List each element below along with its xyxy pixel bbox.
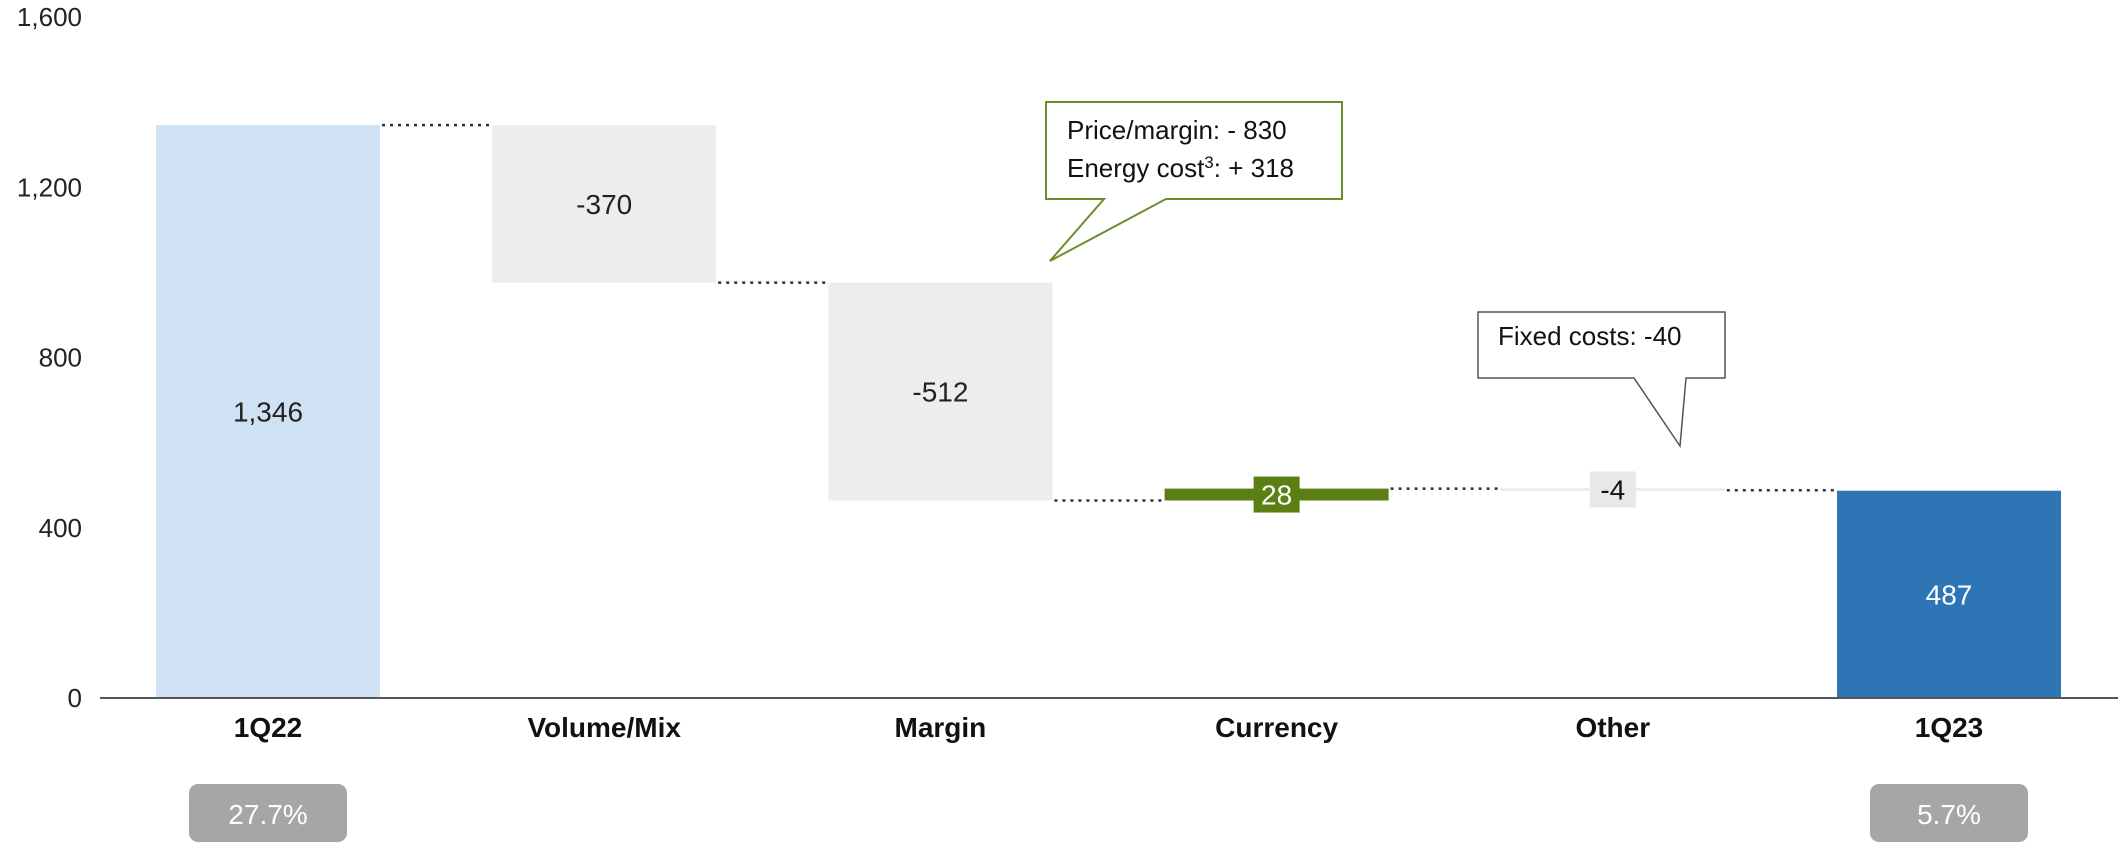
badge-1q22 xyxy=(189,784,347,842)
callout-fixed-costs-text: Fixed costs: -40 xyxy=(1498,321,1682,351)
value-label-1q23: 487 xyxy=(1926,579,1973,610)
badge-text-1q23: 5.7% xyxy=(1917,799,1981,830)
y-tick-label: 1,600 xyxy=(17,2,82,32)
y-tick-label: 800 xyxy=(39,343,82,373)
y-tick-label: 0 xyxy=(68,683,82,713)
bar-1q23 xyxy=(1837,490,2061,698)
category-label-margin: Margin xyxy=(895,712,987,743)
bar-volume-mix xyxy=(492,125,717,283)
category-label-volume-mix: Volume/Mix xyxy=(527,712,681,743)
category-label-1q23: 1Q23 xyxy=(1915,712,1984,743)
category-label-1q22: 1Q22 xyxy=(234,712,303,743)
value-label-margin: -512 xyxy=(912,377,968,408)
category-label-other: Other xyxy=(1575,712,1650,743)
bar-1q22 xyxy=(156,125,380,698)
bar-margin xyxy=(828,282,1053,501)
margin-badges: 27.7% 5.7% xyxy=(189,784,2028,842)
bars: 1,346 -370 -512 28 -4 487 xyxy=(156,125,2061,698)
badge-1q23 xyxy=(1870,784,2028,842)
callout-energy-cost-line: Energy cost3: + 318 xyxy=(1067,153,1294,184)
value-label-volume-mix: -370 xyxy=(576,189,632,220)
value-label-box-other xyxy=(1589,471,1636,508)
category-labels: 1Q22 Volume/Mix Margin Currency Other 1Q23 xyxy=(234,712,1984,743)
y-tick-label: 1,200 xyxy=(17,172,82,202)
badge-text-1q22: 27.7% xyxy=(228,799,307,830)
category-label-currency: Currency xyxy=(1215,712,1338,743)
callout-price-margin-line1: Price/margin: - 830 xyxy=(1067,115,1287,145)
y-axis: 0 400 800 1,200 1,600 xyxy=(17,2,82,713)
callout-fixed-costs-shape xyxy=(1477,311,1726,449)
callout-price-margin: Price/margin: - 830 Energy cost3: + 318 xyxy=(1045,101,1343,262)
value-label-other: -4 xyxy=(1600,474,1625,505)
y-tick-label: 400 xyxy=(39,513,82,543)
value-label-box-currency xyxy=(1253,476,1300,513)
callout-price-margin-shape xyxy=(1045,101,1343,262)
callout-fixed-costs: Fixed costs: -40 xyxy=(1477,311,1726,449)
value-label-currency: 28 xyxy=(1261,480,1292,511)
value-label-1q22: 1,346 xyxy=(233,397,303,428)
